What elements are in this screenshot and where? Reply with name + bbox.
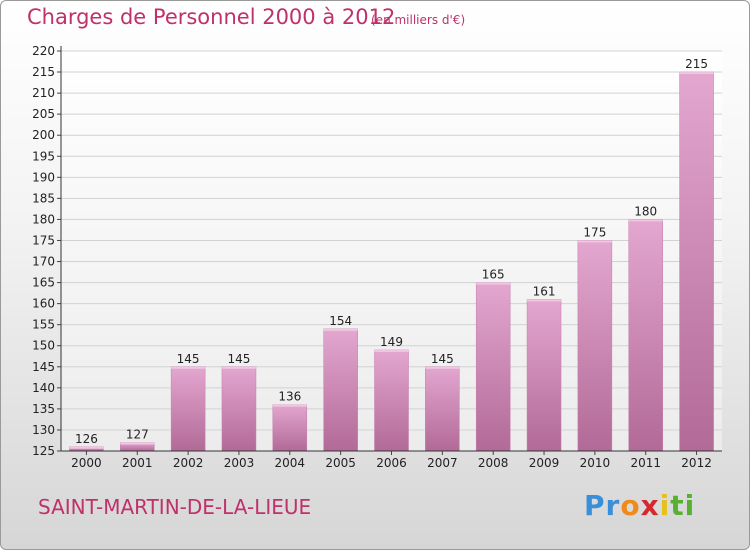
data-label-2002: 145: [177, 352, 200, 366]
y-tick-label: 210: [32, 86, 55, 100]
x-tick-label: 2008: [478, 456, 509, 470]
y-tick-label: 130: [32, 423, 55, 437]
bar-top-highlight: [628, 219, 663, 222]
bar-top-highlight: [577, 240, 612, 243]
y-tick-label: 175: [32, 233, 55, 247]
bar-2010: [577, 240, 613, 452]
data-label-2000: 126: [75, 432, 98, 446]
bar-top-highlight: [221, 366, 256, 369]
y-tick-label: 150: [32, 339, 55, 353]
chart-title: Charges de Personnel 2000 à 2012: [27, 5, 396, 29]
bar-top-highlight: [272, 404, 307, 407]
data-label-2008: 165: [482, 268, 505, 282]
data-label-2012: 215: [685, 57, 708, 71]
y-tick-label: 185: [32, 191, 55, 205]
proxiti-logo: Proxiti: [584, 489, 696, 522]
x-tick-label: 2012: [681, 456, 712, 470]
y-tick-label: 205: [32, 107, 55, 121]
x-tick-label: 2009: [529, 456, 560, 470]
x-tick-label: 2004: [275, 456, 306, 470]
bar-2009: [526, 299, 562, 452]
y-tick-label: 155: [32, 318, 55, 332]
bar-2011: [628, 219, 663, 452]
bar-2003: [221, 366, 257, 452]
y-tick-label: 170: [32, 255, 55, 269]
x-tick-label: 2001: [122, 456, 153, 470]
y-tick-label: 220: [32, 44, 55, 58]
data-label-2009: 161: [533, 284, 556, 298]
y-tick-label: 215: [32, 65, 55, 79]
y-tick-label: 145: [32, 360, 55, 374]
chart-subtitle: (en milliers d'€): [371, 13, 466, 27]
data-label-2003: 145: [228, 352, 251, 366]
x-tick-label: 2003: [224, 456, 255, 470]
data-label-2007: 145: [431, 352, 454, 366]
bar-2012: [679, 71, 714, 452]
x-tick-label: 2002: [173, 456, 204, 470]
bar-top-highlight: [476, 282, 511, 285]
data-label-2011: 180: [634, 204, 657, 218]
location-label: SAINT-MARTIN-DE-LA-LIEUE: [38, 495, 312, 519]
data-label-2010: 175: [583, 225, 606, 239]
y-tick-label: 125: [32, 444, 55, 458]
bar-2007: [425, 366, 460, 452]
data-label-2004: 136: [278, 390, 301, 404]
x-tick-label: 2006: [376, 456, 407, 470]
bar-2008: [475, 282, 511, 452]
bar-top-highlight: [171, 366, 206, 369]
data-label-2006: 149: [380, 335, 403, 349]
y-tick-label: 165: [32, 276, 55, 290]
bar-top-highlight: [69, 446, 104, 449]
x-tick-label: 2010: [580, 456, 611, 470]
y-tick-label: 160: [32, 297, 55, 311]
y-tick-label: 190: [32, 170, 55, 184]
y-tick-label: 200: [32, 128, 55, 142]
bar-top-highlight: [527, 299, 562, 302]
bar-2002: [170, 366, 206, 452]
bar-top-highlight: [374, 349, 409, 352]
x-tick-label: 2000: [71, 456, 102, 470]
bar-top-highlight: [323, 328, 358, 331]
x-tick-label: 2011: [630, 456, 661, 470]
y-tick-label: 180: [32, 212, 55, 226]
bar-top-highlight: [679, 72, 714, 75]
data-label-2001: 127: [126, 428, 149, 442]
y-tick-label: 140: [32, 381, 55, 395]
x-tick-label: 2005: [325, 456, 356, 470]
bar-top-highlight: [120, 442, 155, 445]
x-tick-label: 2007: [427, 456, 458, 470]
bar-2004: [272, 404, 308, 452]
bar-top-highlight: [425, 366, 460, 369]
data-label-2005: 154: [329, 314, 352, 328]
bar-2006: [374, 349, 409, 452]
bar-2005: [323, 328, 358, 452]
y-tick-label: 135: [32, 402, 55, 416]
y-tick-label: 195: [32, 149, 55, 163]
